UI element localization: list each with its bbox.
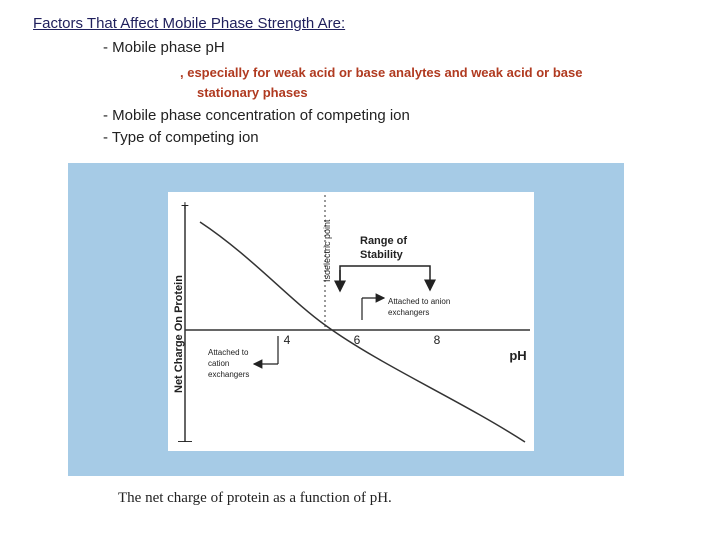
x-tick-label: 6 <box>354 333 361 347</box>
plot-panel <box>168 192 534 451</box>
cation-label: exchangers <box>208 370 249 379</box>
y-plus: + <box>181 197 189 213</box>
charge-curve <box>199 221 526 443</box>
note: , especially for weak acid or base analy… <box>180 65 583 80</box>
anion-label: exchangers <box>388 308 429 317</box>
range-label: Range of <box>360 235 407 247</box>
caption: The net charge of protein as a function … <box>118 490 392 506</box>
range-label: Stability <box>360 249 404 261</box>
cation-label: Attached to <box>208 348 249 357</box>
anion-label: Attached to anion <box>388 297 450 306</box>
bullet: - Mobile phase concentration of competin… <box>103 107 410 124</box>
cation-label: cation <box>208 359 229 368</box>
y-axis-label: Net Charge On Protein <box>173 275 185 393</box>
note: stationary phases <box>197 85 308 100</box>
y-minus: — <box>178 432 192 448</box>
x-tick-label: 8 <box>434 333 441 347</box>
bullet: - Mobile phase pH <box>103 39 225 56</box>
bullet: - Type of competing ion <box>103 129 259 146</box>
isoelectric-label: Isoelectric point <box>322 219 332 282</box>
x-tick-label: 4 <box>284 333 291 347</box>
title: Factors That Affect Mobile Phase Strengt… <box>33 15 346 32</box>
x-axis-label: pH <box>509 348 526 363</box>
